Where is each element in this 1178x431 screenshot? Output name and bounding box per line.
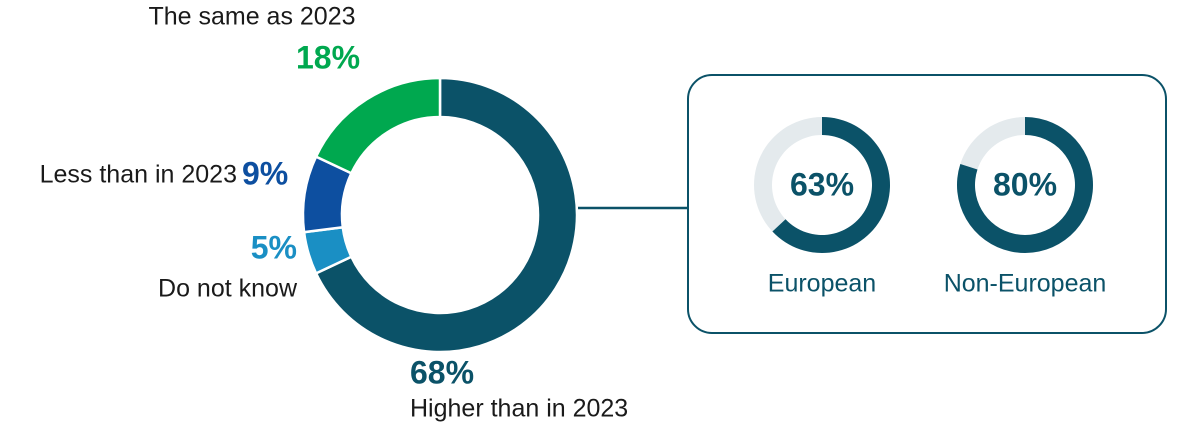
- donut-segment: [314, 76, 579, 354]
- ring-value-label: 80%: [993, 166, 1057, 202]
- segment-value: 68%: [410, 354, 474, 390]
- ring-label: Non-European: [944, 270, 1107, 298]
- segment-value: 9%: [242, 155, 288, 191]
- segment-value: 18%: [296, 39, 360, 75]
- ring-label: European: [768, 270, 876, 298]
- segment-label: Less than in 2023: [40, 161, 237, 189]
- segment-label: The same as 2023: [148, 3, 355, 31]
- detail-box: [687, 74, 1167, 334]
- ring-value-label: 63%: [790, 166, 854, 202]
- segment-label: Do not know: [158, 275, 298, 303]
- segment-label: Higher than in 2023: [410, 395, 628, 423]
- donut-segment: [314, 76, 442, 175]
- ring-value: [772, 117, 890, 253]
- segment-value: 5%: [251, 229, 297, 265]
